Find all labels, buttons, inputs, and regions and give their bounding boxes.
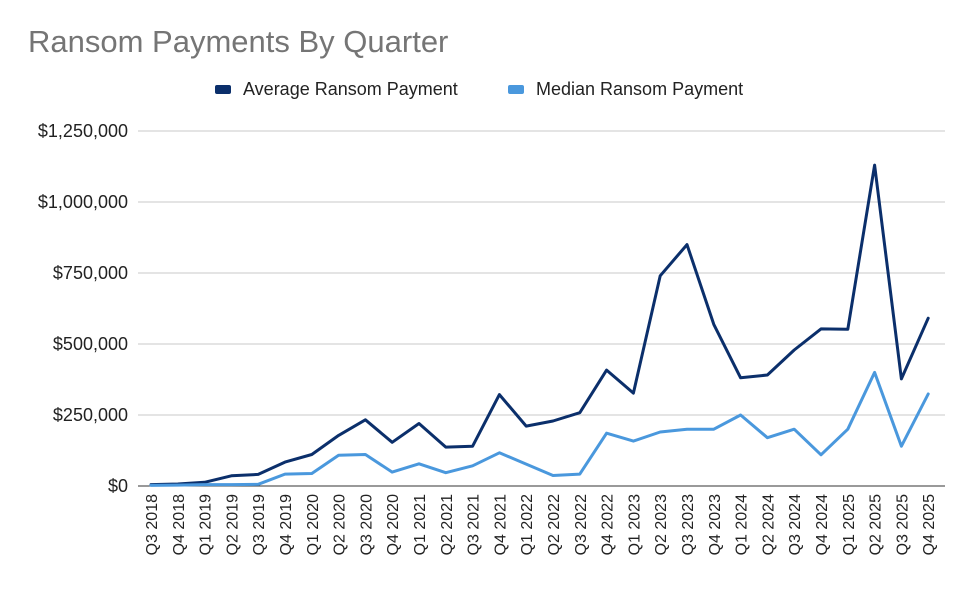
x-tick-label: Q4 2021 bbox=[492, 494, 509, 555]
series-line-median bbox=[149, 370, 930, 487]
y-tick-label: $1,000,000 bbox=[38, 192, 128, 212]
x-tick-label: Q1 2020 bbox=[305, 494, 322, 555]
legend-swatch-median bbox=[508, 85, 524, 94]
x-tick-label: Q4 2019 bbox=[278, 494, 295, 555]
legend-item-median: Median Ransom Payment bbox=[508, 79, 743, 100]
x-tick-label: Q1 2024 bbox=[734, 494, 751, 555]
legend-label-median: Median Ransom Payment bbox=[536, 79, 744, 99]
x-tick-label: Q2 2025 bbox=[868, 494, 885, 555]
x-tick-label: Q2 2022 bbox=[546, 494, 563, 555]
x-tick-label: Q3 2022 bbox=[573, 494, 590, 555]
y-tick-label: $750,000 bbox=[53, 263, 128, 283]
legend: Average Ransom Payment Median Ransom Pay… bbox=[0, 79, 975, 105]
series-line-average bbox=[149, 163, 930, 487]
x-tick-label: Q2 2021 bbox=[439, 494, 456, 555]
x-tick-label: Q4 2018 bbox=[171, 494, 188, 555]
legend-label-average: Average Ransom Payment bbox=[243, 79, 458, 99]
x-tick-label: Q4 2022 bbox=[600, 494, 617, 555]
y-tick-label: $250,000 bbox=[53, 405, 128, 425]
legend-swatch-average bbox=[215, 85, 231, 94]
x-tick-label: Q2 2020 bbox=[332, 494, 349, 555]
x-tick-label: Q4 2025 bbox=[921, 494, 938, 555]
x-tick-label: Q2 2023 bbox=[653, 494, 670, 555]
x-tick-label: Q3 2019 bbox=[251, 494, 268, 555]
y-tick-label: $1,250,000 bbox=[38, 121, 128, 141]
x-tick-label: Q4 2020 bbox=[385, 494, 402, 555]
x-tick-label: Q1 2019 bbox=[198, 494, 215, 555]
x-tick-label: Q2 2019 bbox=[224, 494, 241, 555]
y-tick-label: $500,000 bbox=[53, 334, 128, 354]
x-tick-label: Q4 2024 bbox=[814, 494, 831, 555]
x-tick-label: Q3 2023 bbox=[680, 494, 697, 555]
x-tick-label: Q1 2025 bbox=[841, 494, 858, 555]
x-tick-label: Q3 2024 bbox=[787, 494, 804, 555]
x-tick-label: Q1 2023 bbox=[626, 494, 643, 555]
x-tick-label: Q4 2023 bbox=[707, 494, 724, 555]
x-tick-label: Q3 2021 bbox=[466, 494, 483, 555]
x-tick-label: Q2 2024 bbox=[760, 494, 777, 555]
x-tick-label: Q3 2020 bbox=[358, 494, 375, 555]
x-tick-label: Q3 2018 bbox=[144, 494, 161, 555]
x-tick-label: Q1 2022 bbox=[519, 494, 536, 555]
x-tick-label: Q1 2021 bbox=[412, 494, 429, 555]
legend-item-average: Average Ransom Payment bbox=[215, 79, 458, 100]
chart-title: Ransom Payments By Quarter bbox=[28, 24, 449, 59]
x-tick-label: Q3 2025 bbox=[894, 494, 911, 555]
y-tick-label: $0 bbox=[108, 476, 128, 496]
